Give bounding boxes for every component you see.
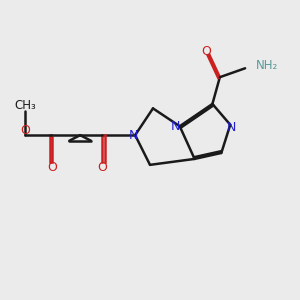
Text: CH₃: CH₃ — [14, 99, 36, 112]
Text: N: N — [227, 121, 236, 134]
Text: O: O — [20, 124, 30, 137]
Text: O: O — [47, 161, 57, 174]
Text: O: O — [98, 161, 107, 174]
Text: NH₂: NH₂ — [256, 59, 278, 72]
Text: N: N — [171, 120, 180, 133]
Text: N: N — [129, 129, 138, 142]
Text: O: O — [202, 45, 212, 58]
